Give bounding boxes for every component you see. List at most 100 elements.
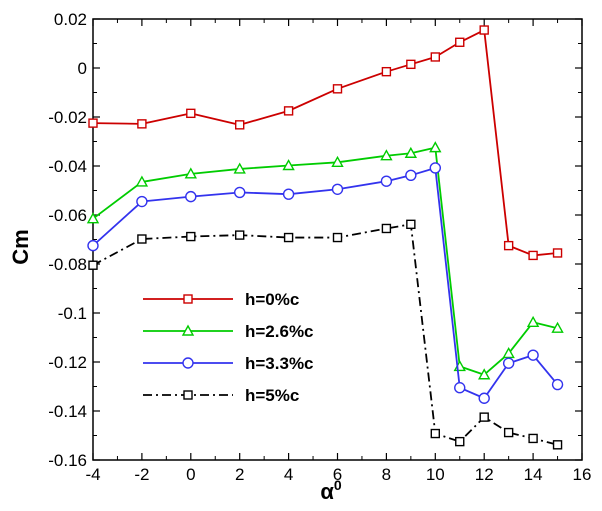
data-point bbox=[406, 219, 416, 230]
data-point bbox=[502, 357, 515, 369]
x-tick-label: 0 bbox=[186, 465, 195, 484]
x-tick-label: 12 bbox=[475, 465, 494, 484]
data-point bbox=[88, 260, 98, 270]
data-point bbox=[478, 392, 490, 404]
data-point bbox=[551, 321, 564, 333]
series-2 bbox=[86, 141, 564, 380]
y-tick-label: -0.16 bbox=[48, 451, 87, 470]
data-point bbox=[234, 230, 245, 240]
data-point bbox=[430, 52, 440, 62]
y-tick-label: -0.14 bbox=[48, 402, 87, 421]
data-point bbox=[233, 162, 246, 174]
data-point bbox=[479, 412, 489, 422]
data-point bbox=[331, 183, 344, 195]
legend-label: h=0%c bbox=[245, 290, 299, 309]
data-point bbox=[381, 66, 392, 77]
data-point bbox=[404, 146, 418, 158]
data-point bbox=[233, 186, 246, 199]
series-3 bbox=[87, 162, 564, 404]
data-point bbox=[503, 427, 514, 438]
data-point bbox=[283, 232, 294, 243]
data-point bbox=[184, 167, 197, 179]
y-tick-label: 0 bbox=[78, 59, 87, 78]
data-point bbox=[380, 175, 393, 187]
data-point bbox=[429, 162, 441, 174]
data-point bbox=[88, 118, 98, 128]
y-tick-label: -0.04 bbox=[48, 157, 87, 176]
legend-label: h=3.3%c bbox=[245, 354, 314, 373]
y-tick-label: 0.02 bbox=[54, 10, 87, 29]
data-point bbox=[528, 250, 538, 261]
series-4 bbox=[88, 219, 563, 450]
legend-label: h=2.6%c bbox=[245, 322, 314, 341]
data-point bbox=[454, 382, 466, 394]
data-point bbox=[135, 175, 149, 187]
x-tick-label: 4 bbox=[284, 465, 293, 484]
data-point bbox=[186, 231, 196, 242]
y-axis: -0.16 -0.14 -0.12 -0.1 -0.08 -0.06 -0.04 -0.02 0… bbox=[48, 10, 582, 470]
x-tick-label: 14 bbox=[524, 465, 543, 484]
y-tick-label: -0.06 bbox=[48, 206, 87, 225]
data-point bbox=[380, 149, 393, 161]
data-point bbox=[87, 239, 99, 252]
data-point bbox=[405, 169, 417, 182]
data-point bbox=[406, 59, 416, 70]
x-axis: -4 -2 0 2 4 6 8 10 12 14 16 bbox=[85, 19, 591, 484]
data-point bbox=[234, 120, 245, 130]
data-point bbox=[479, 25, 489, 35]
data-point bbox=[282, 159, 295, 171]
x-tick-label: 6 bbox=[333, 465, 342, 484]
series-line bbox=[92, 167, 559, 400]
x-tick-label: 16 bbox=[573, 465, 592, 484]
legend-marker bbox=[183, 390, 193, 400]
legend-marker bbox=[182, 357, 194, 369]
series-1 bbox=[88, 25, 563, 261]
legend: h=0%c h=2.6%c h=3.3%c h=5%c bbox=[143, 290, 314, 405]
y-tick-label: -0.12 bbox=[48, 353, 87, 372]
data-point bbox=[552, 248, 563, 258]
x-axis-label: α0 bbox=[320, 477, 342, 504]
x-tick-label: 8 bbox=[382, 465, 391, 484]
data-point bbox=[455, 37, 465, 47]
data-point bbox=[86, 212, 100, 224]
data-point bbox=[455, 436, 465, 447]
x-tick-label: 2 bbox=[235, 465, 244, 484]
series-layer bbox=[86, 25, 564, 450]
y-tick-label: -0.02 bbox=[48, 108, 87, 127]
data-point bbox=[332, 232, 343, 243]
series-line bbox=[92, 29, 558, 257]
x-tick-label: 10 bbox=[426, 465, 445, 484]
data-point bbox=[283, 106, 294, 116]
data-point bbox=[503, 240, 514, 251]
data-point bbox=[478, 368, 491, 380]
legend-label: h=5%c bbox=[245, 386, 299, 405]
data-point bbox=[502, 346, 515, 359]
legend-marker bbox=[183, 294, 193, 304]
data-point bbox=[528, 433, 538, 444]
data-point bbox=[527, 349, 539, 361]
data-point bbox=[551, 378, 564, 391]
data-point bbox=[331, 155, 344, 168]
data-point bbox=[429, 141, 442, 153]
x-axis-label-superscript: 0 bbox=[334, 477, 342, 493]
data-point bbox=[136, 195, 148, 208]
data-point bbox=[381, 223, 392, 234]
data-point bbox=[137, 234, 147, 244]
data-point bbox=[526, 315, 540, 328]
y-tick-label: -0.08 bbox=[48, 255, 87, 274]
data-point bbox=[552, 440, 563, 450]
data-point bbox=[282, 188, 295, 200]
y-axis-label: Cm bbox=[8, 229, 33, 264]
data-point bbox=[186, 108, 196, 119]
series-line bbox=[92, 146, 558, 376]
data-point bbox=[332, 84, 343, 94]
data-point bbox=[137, 119, 147, 129]
series-line bbox=[92, 223, 558, 446]
data-point bbox=[185, 190, 197, 203]
legend-marker bbox=[181, 324, 195, 336]
x-tick-label: -4 bbox=[85, 465, 100, 484]
x-axis-label-symbol: α bbox=[320, 479, 334, 504]
x-tick-label: -2 bbox=[134, 465, 149, 484]
data-point bbox=[430, 428, 440, 439]
